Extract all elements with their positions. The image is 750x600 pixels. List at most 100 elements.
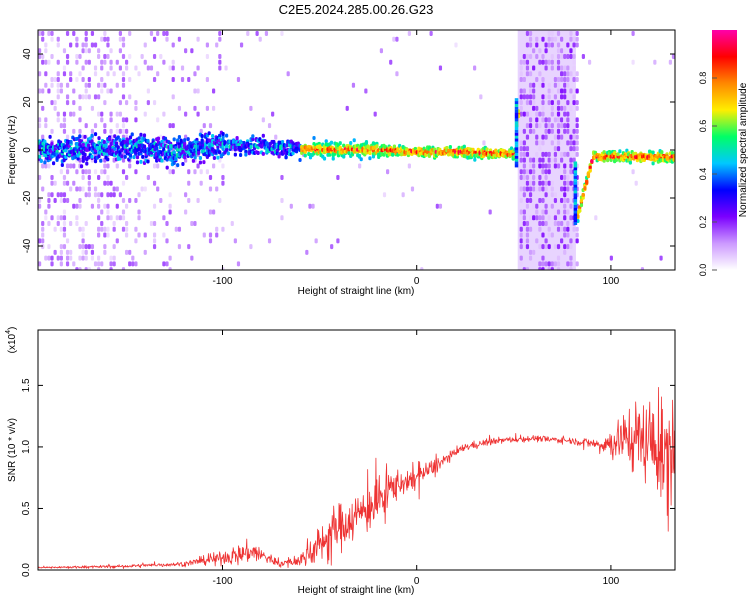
spectrogram-y-tick-label: 0: [22, 147, 33, 153]
spectrogram-cell: [544, 163, 548, 169]
spectrogram-cell: [109, 180, 113, 186]
spectrogram-cell: [93, 42, 98, 48]
spectrogram-cell: [522, 140, 526, 146]
spectrogram-y-tick-label: 40: [22, 48, 33, 60]
spectrogram-cell: [50, 36, 54, 42]
spectrogram-ridge-cell: [51, 161, 56, 166]
spectrogram-cell: [81, 186, 85, 192]
spectrogram-cell: [72, 261, 76, 267]
spectrogram-cell: [103, 232, 107, 238]
spectrogram-cell: [75, 267, 79, 270]
spectrogram-cell: [519, 174, 523, 180]
spectrogram-cell: [59, 82, 63, 88]
spectrogram-spur-cell: [573, 198, 578, 202]
spectrogram-cell: [87, 186, 91, 192]
spectrogram-cell: [563, 82, 567, 88]
spectrogram-cell: [56, 36, 60, 42]
spectrogram-cell: [563, 180, 567, 186]
spectrogram-ridge-cell: [342, 154, 346, 159]
spectrogram-cell: [550, 203, 554, 209]
spectrogram-cell: [75, 54, 79, 59]
spectrogram-cell: [550, 42, 554, 48]
spectrogram-ridge-cell: [160, 158, 164, 163]
spectrogram-cell: [563, 215, 567, 221]
spectrogram-cell: [550, 128, 554, 134]
spectrogram-ridge-cell: [191, 158, 196, 163]
spectrogram-cell: [100, 169, 104, 175]
spectrogram-ridge-cell: [90, 154, 94, 159]
spectrogram-cell: [84, 30, 88, 36]
spectrogram-cell: [78, 117, 82, 123]
spectrogram-cell: [528, 215, 533, 221]
spectrogram-cell: [563, 244, 567, 250]
spectrogram-cell: [47, 255, 51, 261]
spectrogram-cell: [84, 169, 88, 175]
spectrogram-cell: [482, 140, 486, 146]
spectrogram-cell: [62, 244, 67, 250]
spectrogram-cell: [221, 226, 225, 232]
spectrogram-cell: [143, 42, 147, 48]
spectrogram-cell: [541, 209, 545, 215]
spectrogram-cell: [196, 65, 200, 71]
spectrogram-cell: [535, 36, 539, 42]
spectrogram-cell: [563, 105, 567, 111]
spectrogram-cell: [535, 157, 539, 163]
spectrogram-cell: [47, 59, 51, 65]
spectrogram-cell: [566, 140, 570, 146]
spectrogram-cell: [544, 65, 548, 71]
spectrogram-cell: [535, 134, 539, 140]
spectrogram-cell: [519, 71, 523, 77]
spectrogram-cell: [205, 42, 209, 48]
spectrogram-x-ticks: -100 0 100: [212, 30, 620, 287]
spectrogram-spur-cell: [573, 222, 578, 225]
spectrogram-cell: [547, 117, 551, 123]
spectrogram-cell: [109, 267, 113, 270]
spectrogram-ridge-cell: [218, 133, 222, 138]
spectrogram-cell: [541, 134, 545, 140]
spectrogram-cell: [38, 261, 42, 267]
spectrogram-cell: [38, 48, 42, 54]
spectrogram-cell: [569, 238, 573, 244]
spectrogram-cell: [143, 232, 147, 238]
spectrogram-cell: [65, 255, 70, 261]
spectrogram-cell: [106, 232, 110, 238]
spectrogram-cell: [152, 163, 157, 169]
spectrogram-cell: [538, 71, 542, 77]
spectrogram-cell: [69, 163, 73, 169]
spectrogram-cell: [159, 198, 163, 203]
spectrogram-cell: [47, 221, 51, 227]
spectrogram-cell: [364, 88, 368, 94]
spectrogram-cell: [62, 215, 67, 221]
snr-y-tick-label: 1.5: [21, 378, 32, 392]
spectrogram-cell: [280, 30, 284, 36]
spectrogram-cell: [525, 174, 530, 180]
spectrogram-cell: [544, 59, 548, 65]
spectrogram-cell: [560, 134, 564, 140]
spectrogram-spur-cell: [573, 187, 578, 191]
spectrogram-cell: [125, 226, 129, 232]
spectrogram-cell: [38, 30, 42, 36]
spectrogram-cell: [535, 215, 539, 221]
spectrogram-cell: [575, 105, 579, 111]
spectrogram-cell: [103, 123, 107, 129]
spectrogram-ridge-cell: [579, 198, 584, 203]
spectrogram-cell: [528, 82, 533, 88]
spectrogram-x-label: Height of straight line (km): [298, 286, 415, 297]
spectrogram-cell: [569, 128, 573, 134]
spectrogram-cell: [156, 117, 160, 123]
colorbar-ticks: 0.0 0.2 0.4 0.6 0.8: [698, 72, 717, 276]
spectrogram-ridge-cell: [312, 136, 316, 141]
spectrogram-cell: [528, 117, 533, 123]
spectrogram-cell: [146, 88, 150, 94]
spectrogram-cell: [311, 203, 315, 209]
spectrogram-cell: [103, 100, 107, 106]
spectrogram-cell: [224, 65, 228, 71]
spectrogram-cell: [97, 94, 101, 100]
spectrogram-cell: [137, 209, 141, 215]
spectrogram-cell: [410, 186, 415, 192]
spectrogram-cell: [566, 128, 570, 134]
spectrogram-cell: [115, 111, 119, 117]
spectrogram-ridge-cell: [128, 153, 133, 158]
spectrogram-cell: [532, 128, 536, 134]
spectrogram-ridge-cell: [298, 157, 302, 162]
